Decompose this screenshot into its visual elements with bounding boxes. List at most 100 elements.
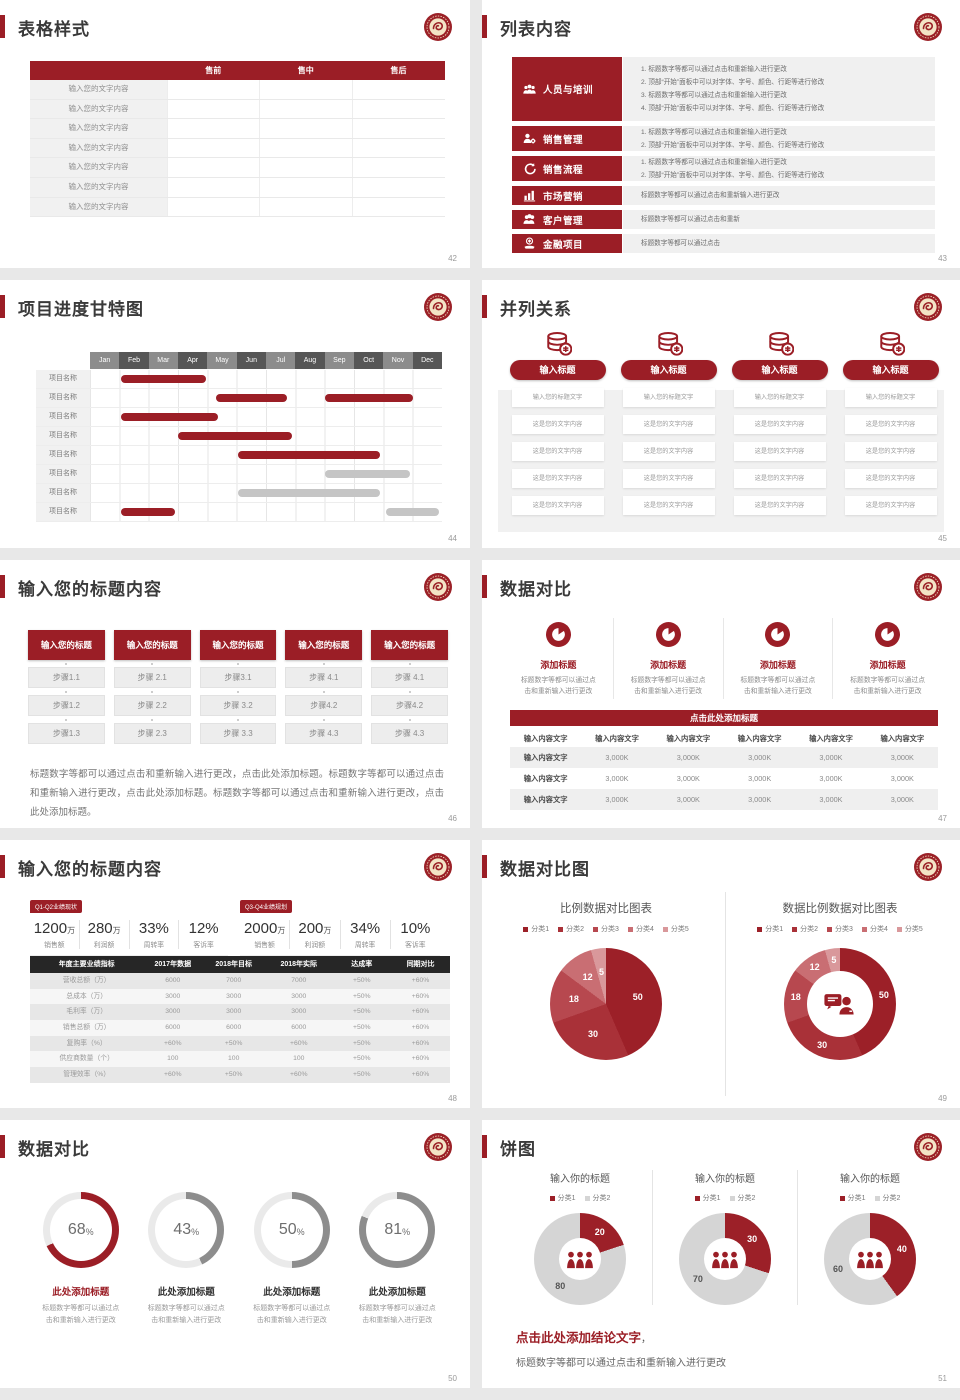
donut-item: 输入你的标题 分类1 分类2 20 80 xyxy=(508,1170,652,1305)
progress-ring: 68% xyxy=(42,1192,119,1268)
slide-44-gantt[interactable]: 项目进度甘特图 Jan Feb Mar Apr May Jun Jul Aug Sep Oct No… xyxy=(0,280,470,548)
stat: 200万 利润额 xyxy=(289,920,339,949)
step-box: 步骤1.1 xyxy=(28,663,105,688)
legend-swatch xyxy=(839,1195,845,1201)
slide-49-compare-charts[interactable]: 数据对比图 比例数据对比图表 分类1 分类2 分类3 分类4 分类5 50 30 1… xyxy=(482,840,960,1108)
table-row: 复购率（%） +60% +50% +60% +50% +60% xyxy=(30,1035,450,1052)
table-header-cell: 售前 xyxy=(205,66,222,75)
slide-43-list-content[interactable]: 列表内容 人员与培训 1. 标题数字等都可以通过点击和重新输入进行更改 2. 顶… xyxy=(482,0,960,268)
school-logo-icon xyxy=(423,292,453,322)
step-box: 步骤 2.2 xyxy=(113,691,191,716)
column-row: 这是您的文字内容 xyxy=(733,469,826,488)
list-line: 标题数字等都可以通过点击和重新输入进行更改 xyxy=(641,192,780,199)
slice-value-label: 18 xyxy=(568,994,579,1005)
school-logo-icon xyxy=(913,852,943,882)
slide-50-gauges[interactable]: 数据对比 68% 此处添加标题 标题数字等都可以通过点 击和重新输入进行更改 43… xyxy=(0,1120,470,1388)
title-accent-bar xyxy=(482,1135,487,1158)
gauge-title: 此处添加标题 xyxy=(52,1287,110,1298)
slide-title: 数据对比 xyxy=(18,1140,90,1159)
table-row: 总成本（万） 3000 3000 3000 +50% +60% xyxy=(30,988,450,1005)
kpi-column: 添加标题 标题数字等都可以通过点 击和重新输入进行更改 xyxy=(832,618,942,699)
legend-swatch xyxy=(861,926,867,932)
column-row: 这是您的文字内容 xyxy=(511,415,604,434)
school-logo-icon xyxy=(913,1132,943,1162)
slice-value-label: 70 xyxy=(692,1273,703,1284)
gauge-title: 此处添加标题 xyxy=(263,1287,321,1298)
gauge-row: 68% 此处添加标题 标题数字等都可以通过点 击和重新输入进行更改 43% 此处添… xyxy=(28,1182,450,1326)
table-row: 输入您的文字内容 xyxy=(30,197,445,218)
list-item: 人员与培训 1. 标题数字等都可以通过点击和重新输入进行更改 2. 顶部“开始”… xyxy=(512,57,935,121)
kpi-title: 添加标题 xyxy=(759,660,796,670)
step-box: 步骤 4.3 xyxy=(285,719,363,744)
page-number: 46 xyxy=(448,814,457,823)
slide-48-kpi-table[interactable]: 输入您的标题内容 Q1-Q2业绩现状 1200万 销售额 280万 利润额 33% 周… xyxy=(0,840,470,1108)
slide-title: 数据对比图 xyxy=(500,860,590,879)
table-row: 输入您的文字内容 xyxy=(30,138,445,159)
slide-47-data-compare[interactable]: 数据对比 添加标题 标题数字等都可以通过点 击和重新输入进行更改 添加标题 标题数… xyxy=(482,560,960,828)
pie-chart-icon xyxy=(655,622,681,647)
table-row: 输入您的文字内容 xyxy=(30,99,445,120)
chart-legend: 分类1 分类2 xyxy=(653,1193,797,1203)
slide-46-steps[interactable]: 输入您的标题内容 输入您的标题 步骤1.1 步骤1.2 步骤1.3 输入您的标题… xyxy=(0,560,470,828)
conclusion-text: 标题数字等都可以通过点击和重新输入进行更改 xyxy=(516,1358,726,1369)
body-paragraph: 标题数字等都可以通过点击和重新输入进行更改，点击此处添加标题。标题数字等都可以通… xyxy=(30,768,444,818)
pie-chart-panel: 比例数据对比图表 分类1 分类2 分类3 分类4 分类5 50 30 18 12 5 xyxy=(492,892,720,1096)
person-chat-icon xyxy=(823,993,855,1016)
column-row: 输入您的标题文字 xyxy=(844,388,937,407)
coins-icon xyxy=(879,331,905,356)
step-column-header: 输入您的标题 xyxy=(28,630,105,660)
coins-icon xyxy=(768,331,794,356)
donut-item: 输入你的标题 分类1 分类2 30 70 xyxy=(652,1170,797,1305)
column-row: 这是您的文字内容 xyxy=(733,442,826,461)
pie-chart: 50 30 18 12 5 xyxy=(550,948,662,1060)
gauge-title: 此处添加标题 xyxy=(368,1287,426,1298)
list-item: 金融项目 标题数字等都可以通过点击 xyxy=(512,234,935,253)
page-number: 47 xyxy=(938,814,947,823)
page-number: 49 xyxy=(938,1094,947,1103)
step-box: 步骤 3.3 xyxy=(199,719,277,744)
gauge-item: 81% 此处添加标题 标题数字等都可以通过点 击和重新输入进行更改 xyxy=(345,1182,451,1326)
slide-45-parallel-relation[interactable]: 并列关系 输入标题 输入您的标题文字 这是您的文字内容 这是您的文字内容 这是您… xyxy=(482,280,960,548)
stat: 33% 周转率 xyxy=(128,920,179,949)
donut-chart: 20 80 xyxy=(534,1213,626,1305)
people-icon xyxy=(857,1251,883,1269)
page-number: 42 xyxy=(448,254,457,263)
gantt-chart: Jan Feb Mar Apr May Jun Jul Aug Sep Oct Nov Dec 项目名… xyxy=(36,352,442,522)
marketing-icon xyxy=(523,190,536,202)
legend-swatch xyxy=(896,926,902,932)
legend-swatch xyxy=(757,926,763,932)
parallel-columns: 输入标题 输入您的标题文字 这是您的文字内容 这是您的文字内容 这是您的文字内容… xyxy=(508,330,940,515)
legend-swatch xyxy=(874,1195,880,1201)
slice-value-label: 18 xyxy=(790,992,801,1003)
school-logo-icon xyxy=(423,852,453,882)
donut-chart: 50 30 18 12 5 xyxy=(784,948,896,1060)
legend-swatch xyxy=(792,926,798,932)
table-header-cell: 售后 xyxy=(390,66,407,75)
step-box: 步骤 3.2 xyxy=(199,691,277,716)
chart-title: 输入你的标题 xyxy=(550,1174,610,1185)
column-row: 这是您的文字内容 xyxy=(733,496,826,515)
slice-value-label: 40 xyxy=(896,1243,907,1254)
column-row: 这是您的文字内容 xyxy=(733,415,826,434)
column-row: 这是您的文字内容 xyxy=(844,469,937,488)
progress-ring: 50% xyxy=(253,1192,330,1268)
slide-51-pie-charts[interactable]: 饼图 输入你的标题 分类1 分类2 20 80 输入你的标题 分类1 分类2 xyxy=(482,1120,960,1388)
table-row: 毛利率（万） 3000 3000 3000 +50% +60% xyxy=(30,1004,450,1021)
gantt-bar xyxy=(238,489,381,497)
list-line: 标题数字等都可以通过点击 xyxy=(641,240,721,247)
stat-group-tag: Q3-Q4业绩规划 xyxy=(240,900,293,913)
slide-title: 表格样式 xyxy=(18,20,90,39)
legend-swatch xyxy=(549,1195,555,1201)
gantt-bar xyxy=(120,375,206,383)
gauge-title: 此处添加标题 xyxy=(157,1287,215,1298)
gantt-row: 项目名称 xyxy=(36,484,442,503)
progress-ring: 43% xyxy=(148,1192,225,1268)
school-logo-icon xyxy=(913,12,943,42)
gantt-bar xyxy=(238,451,381,459)
slide-42-table-style[interactable]: 表格样式 售前 售中 售后 输入您的文字内容 输入您的文字内容 输入您的文字内容… xyxy=(0,0,470,268)
stat-group-q1q2: Q1-Q2业绩现状 1200万 销售额 280万 利润额 33% 周转率 12% 客诉率 xyxy=(30,896,228,956)
gantt-row: 项目名称 xyxy=(36,408,442,427)
page-number: 50 xyxy=(448,1374,457,1383)
list-line: 3. 标题数字等都可以通过点击和重新输入进行更改 xyxy=(641,92,787,99)
